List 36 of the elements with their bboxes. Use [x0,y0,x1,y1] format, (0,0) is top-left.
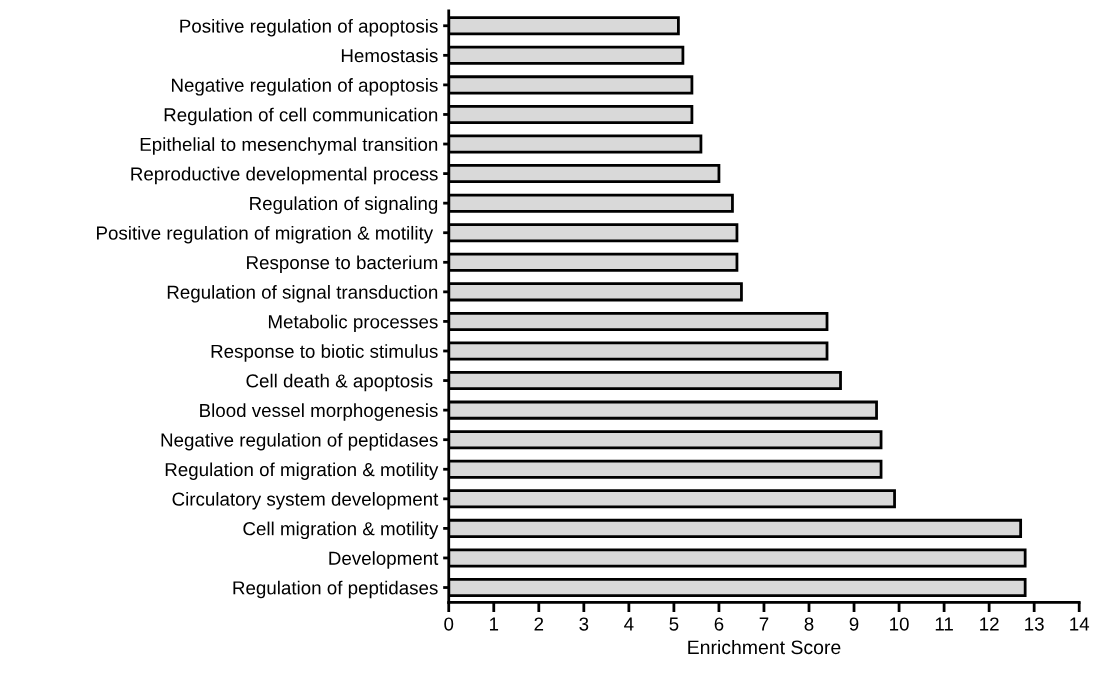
y-tick-label: Circulatory system development [172,492,439,510]
x-tick-label: 12 [980,617,999,631]
y-tick-label: Development [329,551,439,569]
x-tick-label: 4 [624,617,634,631]
y-tick-label: Regulation of peptidases [233,580,438,599]
x-tick-label: 13 [1025,617,1044,631]
y-tick-label: Blood vessel morphogenesis [200,403,438,421]
y-tick-label: Regulation of migration & motility [165,462,439,480]
y-tick-label: Positive regulation of apoptosis [180,18,438,37]
x-tick-label: 3 [579,617,589,631]
x-tick-label: 10 [890,617,909,631]
y-tick-label: Epithelial to mesenchymal transition [140,137,438,155]
y-tick-label: Metabolic processes [268,314,438,333]
y-tick-label: Cell death & apoptosis [246,373,433,392]
y-tick-label: Regulation of signaling [250,196,438,214]
y-tick-label: Response to biotic stimulus [211,344,438,362]
y-tick-label: Cell migration & motility [243,521,439,540]
y-tick-label: Regulation of cell communication [164,107,438,126]
y-tick-label: Positive regulation of migration & motility [97,225,434,244]
x-tick-label: 8 [804,617,814,631]
x-tick-label: 1 [489,617,499,631]
x-tick-label: 0 [444,617,454,631]
y-tick-label: Reproductive developmental process [131,166,438,185]
x-tick-label: 5 [669,617,679,631]
x-tick-label: 14 [1070,617,1090,631]
y-tick-label: Hemostasis [341,48,438,63]
x-tick-label: 11 [935,617,953,631]
x-tick-label: 7 [759,617,769,631]
x-tick-label: 9 [849,617,859,631]
y-tick-label: Regulation of signal transduction [167,285,438,303]
x-tick-label: 2 [534,617,544,631]
y-tick-label: Negative regulation of apoptosis [172,78,438,96]
y-tick-label: Negative regulation of peptidases [161,432,438,451]
x-axis-title: Enrichment Score [688,639,841,655]
x-tick-label: 6 [714,617,724,631]
y-tick-label: Response to bacterium [247,255,438,273]
